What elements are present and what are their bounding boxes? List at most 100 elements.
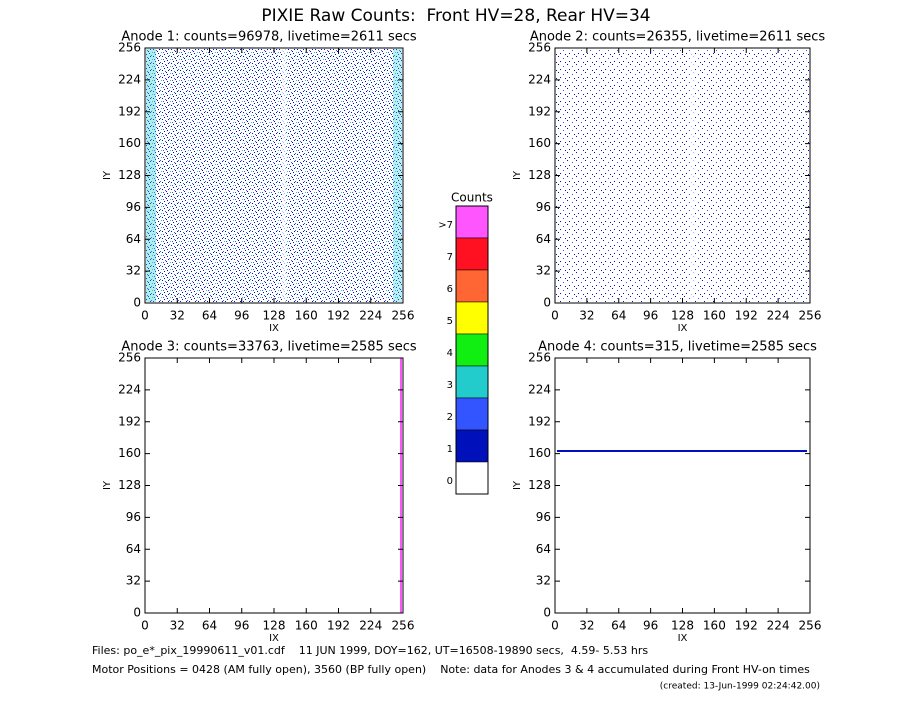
y-axis-label: IY — [512, 170, 523, 180]
x-tick-label: 192 — [327, 309, 350, 323]
y-tick-label: 64 — [536, 232, 551, 246]
plot-frame — [554, 357, 811, 614]
y-tick-label: 160 — [528, 446, 551, 460]
footer-files: Files: po_e*_pix_19990611_v01.cdf 11 JUN… — [92, 644, 648, 657]
x-tick-label: 224 — [767, 309, 790, 323]
x-tick-label: 160 — [703, 619, 726, 633]
heatmap-gap — [690, 49, 695, 302]
plot-frame — [144, 357, 404, 614]
y-tick-label: 128 — [528, 168, 551, 182]
x-tick-label: 96 — [234, 619, 249, 633]
x-tick-label: 0 — [141, 309, 149, 323]
colorbar-label: 6 — [447, 284, 453, 295]
x-tick-label: 96 — [643, 619, 658, 633]
x-tick-label: 128 — [671, 309, 694, 323]
colorbar-label: 5 — [447, 316, 453, 327]
x-tick-label: 32 — [170, 309, 185, 323]
x-tick-label: 256 — [392, 309, 415, 323]
y-tick-label: 224 — [118, 382, 141, 396]
x-tick-label: 192 — [735, 619, 758, 633]
heatmap-strip — [557, 450, 807, 452]
y-tick-label: 96 — [126, 510, 141, 524]
x-axis-label: IX — [269, 323, 279, 334]
colorbar-label: 2 — [447, 412, 453, 423]
heatmap-edge — [393, 49, 402, 302]
colorbar-label: 7 — [447, 252, 453, 263]
y-tick-label: 0 — [543, 296, 551, 310]
figure-title: PIXIE Raw Counts: Front HV=28, Rear HV=3… — [261, 6, 650, 26]
x-tick-label: 224 — [359, 619, 382, 633]
x-tick-label: 0 — [551, 309, 559, 323]
y-tick-label: 160 — [118, 136, 141, 150]
x-axis-label: IX — [678, 633, 688, 644]
heatmap-gap — [282, 49, 286, 302]
y-tick-label: 256 — [118, 351, 141, 365]
y-tick-label: 160 — [528, 136, 551, 150]
x-tick-label: 64 — [202, 619, 217, 633]
x-tick-label: 128 — [671, 619, 694, 633]
y-tick-label: 128 — [118, 168, 141, 182]
y-tick-label: 0 — [543, 606, 551, 620]
color-swatch — [455, 301, 489, 335]
colorbar-label: 3 — [447, 380, 453, 391]
panel-title: Anode 2: counts=26355, livetime=2611 sec… — [530, 30, 826, 45]
x-tick-label: 192 — [327, 619, 350, 633]
x-tick-label: 32 — [579, 309, 594, 323]
heatmap-edge — [146, 49, 156, 302]
x-tick-label: 32 — [170, 619, 185, 633]
y-axis-label: IY — [512, 480, 523, 490]
colorbar-label: 1 — [447, 444, 453, 455]
y-tick-label: 96 — [536, 510, 551, 524]
y-tick-label: 256 — [118, 41, 141, 55]
x-tick-label: 160 — [295, 619, 318, 633]
x-tick-label: 96 — [234, 309, 249, 323]
y-tick-label: 224 — [528, 382, 551, 396]
color-swatch — [455, 365, 489, 399]
y-tick-label: 224 — [528, 72, 551, 86]
y-tick-label: 128 — [528, 478, 551, 492]
panel-title: Anode 1: counts=96978, livetime=2611 sec… — [121, 30, 417, 45]
color-swatch — [455, 205, 489, 239]
y-tick-label: 96 — [536, 200, 551, 214]
y-axis-label: IY — [102, 480, 113, 490]
footer-created: (created: 13-Jun-1999 02:24:42.00) — [660, 682, 820, 692]
colorbar-label: 4 — [447, 348, 453, 359]
x-tick-label: 256 — [392, 619, 415, 633]
color-swatch — [455, 429, 489, 463]
color-swatch — [455, 333, 489, 367]
x-tick-label: 0 — [551, 619, 559, 633]
x-tick-label: 192 — [735, 309, 758, 323]
panel-title: Anode 4: counts=315, livetime=2585 secs — [538, 340, 817, 355]
y-tick-label: 160 — [118, 446, 141, 460]
heatmap-image — [556, 49, 809, 302]
x-tick-label: 160 — [703, 309, 726, 323]
y-tick-label: 128 — [118, 478, 141, 492]
y-tick-label: 64 — [536, 542, 551, 556]
x-tick-label: 64 — [611, 309, 626, 323]
x-tick-label: 224 — [767, 619, 790, 633]
colorbar-label: 0 — [447, 476, 453, 487]
y-tick-label: 0 — [133, 606, 141, 620]
footer-motor: Motor Positions = 0428 (AM fully open), … — [92, 663, 810, 676]
x-axis-label: IX — [269, 633, 279, 644]
y-tick-label: 192 — [118, 104, 141, 118]
x-tick-label: 256 — [799, 619, 822, 633]
panel-title: Anode 3: counts=33763, livetime=2585 sec… — [121, 340, 417, 355]
x-tick-label: 224 — [359, 309, 382, 323]
x-tick-label: 32 — [579, 619, 594, 633]
x-tick-label: 128 — [263, 619, 286, 633]
y-tick-label: 224 — [118, 72, 141, 86]
colorbar-title: Counts — [451, 191, 493, 205]
y-tick-label: 64 — [126, 232, 141, 246]
y-axis-label: IY — [102, 170, 113, 180]
x-tick-label: 0 — [141, 619, 149, 633]
color-swatch — [455, 397, 489, 431]
y-tick-label: 96 — [126, 200, 141, 214]
x-tick-label: 256 — [799, 309, 822, 323]
y-tick-label: 0 — [133, 296, 141, 310]
x-tick-label: 64 — [202, 309, 217, 323]
x-tick-label: 160 — [295, 309, 318, 323]
colorbar-label: >7 — [438, 220, 453, 231]
y-tick-label: 192 — [528, 104, 551, 118]
x-tick-label: 96 — [643, 309, 658, 323]
